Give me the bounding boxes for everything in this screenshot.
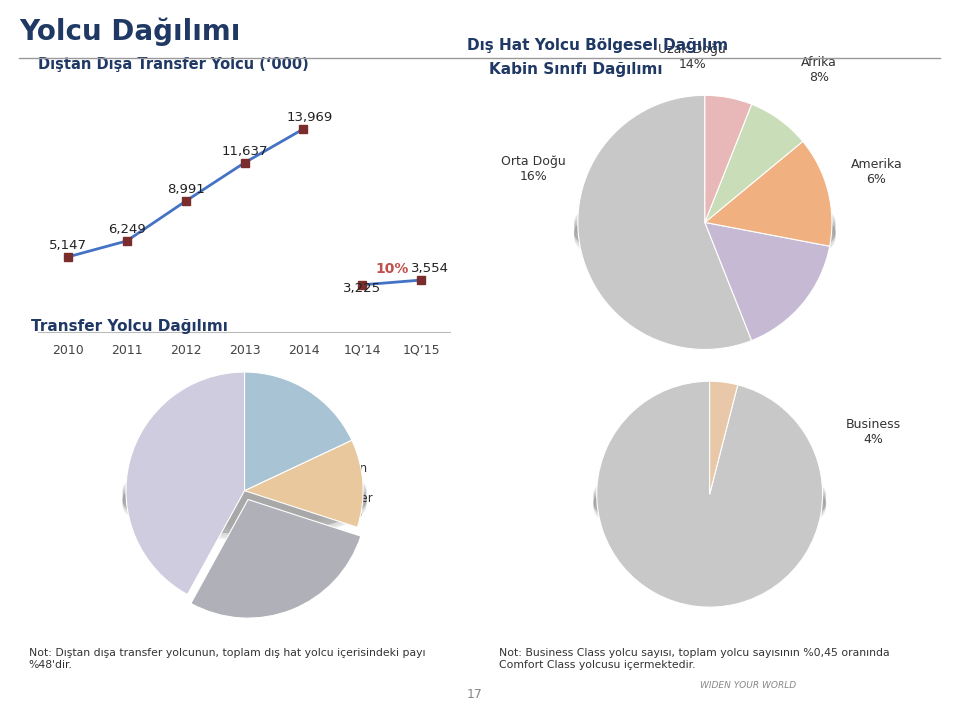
Text: 3,554: 3,554 — [411, 262, 449, 275]
Text: WIDEN YOUR WORLD: WIDEN YOUR WORLD — [700, 681, 796, 690]
Text: 10%: 10% — [375, 262, 409, 276]
Text: 6,249: 6,249 — [107, 223, 146, 236]
Ellipse shape — [574, 191, 835, 263]
Text: Dıştan
Dışa
Transfer
28%: Dıştan Dışa Transfer 28% — [325, 462, 373, 520]
Wedge shape — [705, 104, 803, 222]
Ellipse shape — [594, 464, 826, 529]
Text: Dış Hat Yolcu Bölgesel Dağılım: Dış Hat Yolcu Bölgesel Dağılım — [467, 37, 728, 53]
Wedge shape — [705, 222, 830, 340]
Ellipse shape — [123, 467, 366, 533]
Ellipse shape — [574, 188, 835, 261]
Ellipse shape — [123, 467, 366, 535]
Text: Not: Dıştan dışa transfer yolcunun, toplam dış hat yolcu içerisindeki payı
%48'd: Not: Dıştan dışa transfer yolcunun, topl… — [29, 648, 425, 670]
Text: Kabin Sınıfı Dağılımı: Kabin Sınıfı Dağılımı — [489, 62, 663, 77]
Text: 11,637: 11,637 — [222, 145, 268, 157]
Text: Orta Doğu
16%: Orta Doğu 16% — [501, 155, 566, 183]
Wedge shape — [245, 440, 363, 527]
Wedge shape — [710, 381, 737, 494]
Ellipse shape — [574, 198, 835, 268]
Text: Business
4%: Business 4% — [846, 418, 901, 446]
Ellipse shape — [574, 201, 835, 274]
Text: 8,991: 8,991 — [167, 183, 204, 196]
Text: 17: 17 — [467, 688, 482, 700]
Ellipse shape — [594, 467, 826, 532]
Ellipse shape — [123, 471, 366, 539]
Text: Not: Business Class yolcu sayısı, toplam yolcu sayısının %0,45 oranında
Comfort : Not: Business Class yolcu sayısı, toplam… — [499, 648, 889, 670]
Ellipse shape — [123, 462, 366, 531]
Text: Afrika
8%: Afrika 8% — [802, 56, 837, 84]
Ellipse shape — [574, 199, 835, 272]
Ellipse shape — [574, 197, 835, 270]
Wedge shape — [245, 372, 352, 491]
Text: Amerika
6%: Amerika 6% — [851, 157, 902, 186]
Text: Transfer Yolcu Dağılımı: Transfer Yolcu Dağılımı — [31, 319, 228, 335]
Ellipse shape — [123, 465, 366, 533]
Text: İç Hat
42%: İç Hat 42% — [227, 395, 262, 424]
Text: Dıştan İçe
Transfer
12%: Dıştan İçe Transfer 12% — [221, 549, 280, 593]
Ellipse shape — [594, 469, 826, 534]
Ellipse shape — [123, 469, 366, 537]
Text: 5,147: 5,147 — [49, 239, 87, 252]
Ellipse shape — [574, 193, 835, 265]
Text: Direkt
Dış Hat
18%: Direkt Dış Hat 18% — [137, 433, 180, 477]
Text: Dıştan Dışa Transfer Yolcu (‘000): Dıştan Dışa Transfer Yolcu (‘000) — [38, 57, 309, 72]
Ellipse shape — [123, 457, 366, 525]
Wedge shape — [705, 141, 832, 246]
Text: Uzak Doğu
14%: Uzak Doğu 14% — [658, 43, 726, 71]
Ellipse shape — [123, 461, 366, 529]
Ellipse shape — [574, 186, 835, 259]
Ellipse shape — [594, 472, 826, 537]
Ellipse shape — [594, 472, 826, 534]
Wedge shape — [705, 95, 752, 222]
Ellipse shape — [594, 462, 826, 527]
Text: Ekonomi
96%: Ekonomi 96% — [671, 480, 725, 508]
Ellipse shape — [594, 474, 826, 538]
Text: 3,225: 3,225 — [343, 282, 382, 295]
Ellipse shape — [574, 195, 835, 268]
Ellipse shape — [123, 459, 366, 527]
Text: Avrupa
56%: Avrupa 56% — [681, 272, 724, 300]
Wedge shape — [191, 499, 361, 618]
Wedge shape — [596, 381, 823, 607]
Ellipse shape — [594, 475, 826, 540]
Text: 13,969: 13,969 — [286, 111, 333, 124]
Wedge shape — [577, 95, 752, 349]
Text: Yolcu Dağılımı: Yolcu Dağılımı — [19, 18, 241, 46]
Ellipse shape — [594, 466, 826, 530]
Wedge shape — [126, 372, 245, 594]
